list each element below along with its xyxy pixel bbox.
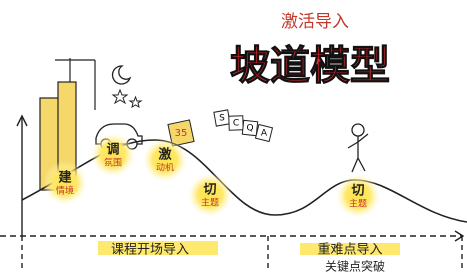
node-label: 氛围: [104, 157, 122, 169]
node-char: 切: [351, 184, 364, 199]
section-label: 课程开场导入: [111, 243, 189, 258]
card-letter: Q: [246, 124, 253, 134]
section-sublabel: 关键点突破: [325, 259, 385, 272]
section-label: 重难点导入: [317, 242, 382, 258]
card-letter: S: [219, 114, 225, 124]
moon: [113, 66, 130, 84]
stars: [113, 90, 141, 107]
node-label: 情境: [56, 185, 74, 197]
person: [348, 124, 368, 172]
card-letter: C: [233, 119, 239, 129]
node-char: 激: [158, 147, 172, 163]
node-label: 主题: [349, 198, 367, 210]
node-char: 建: [58, 170, 71, 186]
node-label: 主题: [201, 197, 219, 209]
node-char: 调: [106, 143, 119, 158]
title: 坡道模型: [230, 43, 390, 89]
sections: 课程开场导入 重难点导入 关键点突破: [98, 241, 400, 272]
sign-text: 35: [175, 128, 188, 139]
slope-curve: [22, 140, 467, 222]
node-label: 动机: [156, 162, 174, 174]
illustration: 激活导入 坡道模型 35 SCQA 建情境调氛围激动机切主题切主题: [0, 0, 467, 272]
node-char: 切: [203, 183, 216, 198]
card-letter: A: [261, 129, 268, 139]
subtitle: 激活导入: [281, 12, 349, 32]
